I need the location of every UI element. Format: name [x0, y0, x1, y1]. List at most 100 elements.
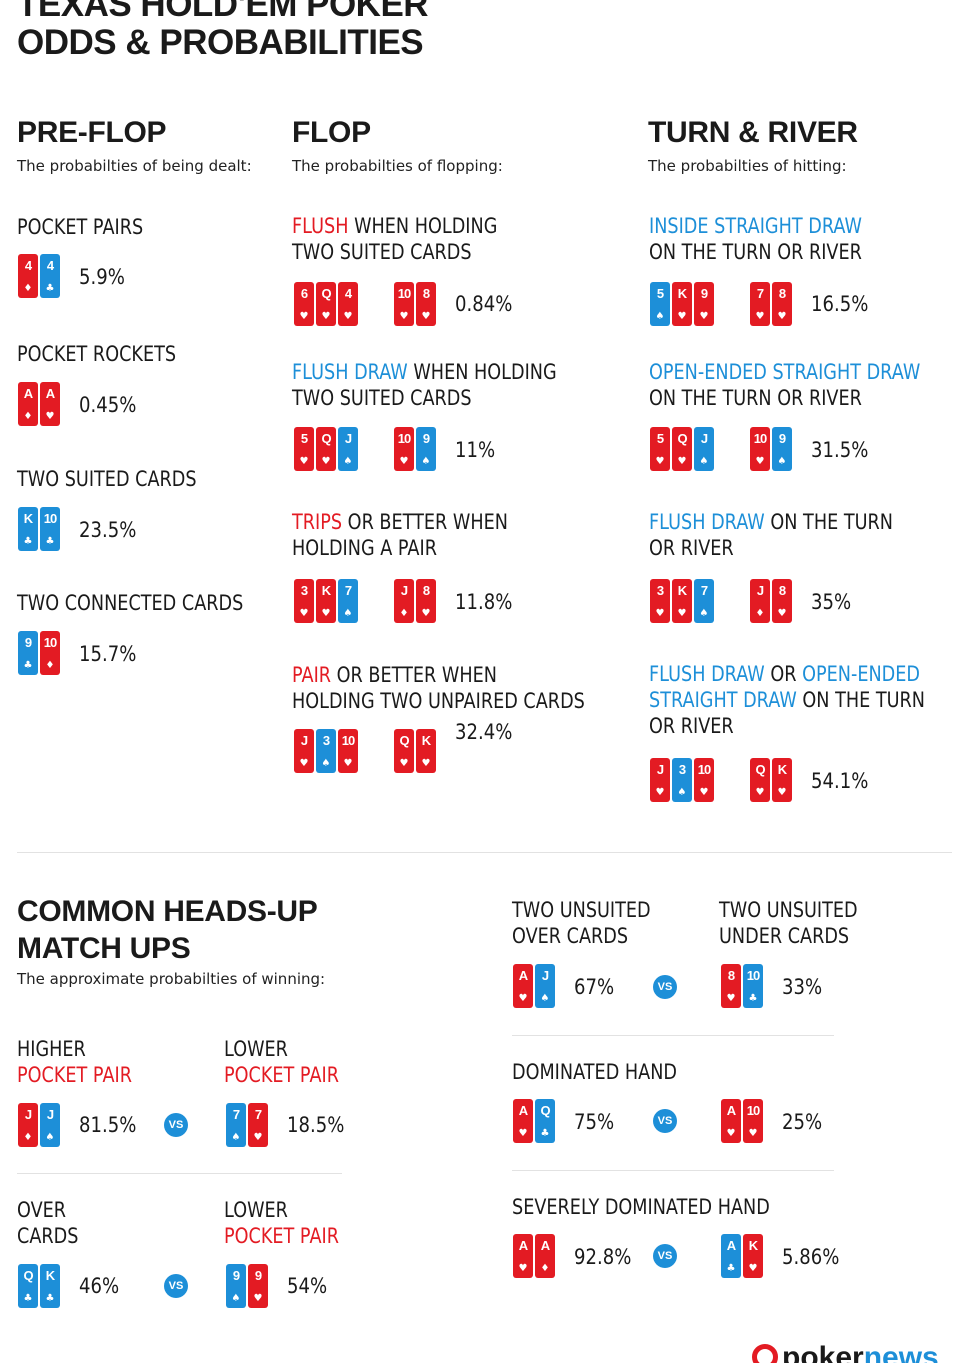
headsup-title-line: COMMON HEADS-UP [17, 895, 318, 928]
card-suit-icon: ♠ [655, 311, 665, 322]
card-rank: A [45, 386, 55, 401]
playing-card: 4 ♣ [40, 254, 60, 298]
card-rank: 10 [746, 1103, 760, 1118]
flop-subtitle: The probabilties of flopping: [292, 157, 503, 175]
card-suit-icon: ♣ [726, 1263, 736, 1274]
flop-title: FLOP [292, 116, 371, 149]
card-suit-icon: ♥ [253, 1132, 263, 1143]
label-text: HIGHER [17, 1037, 86, 1061]
playing-card: K ♥ [416, 729, 436, 773]
label-text: TWO CONNECTED CARDS [17, 591, 244, 615]
label-text: POCKET ROCKETS [17, 342, 177, 366]
card-group: J ♦ J ♠ [18, 1103, 60, 1147]
card-group: 10 ♥ 8 ♥ [394, 282, 436, 326]
probability-value: 75% [574, 1110, 615, 1134]
vs-badge: VS [164, 1274, 188, 1298]
card-rank: J [400, 583, 408, 598]
playing-card: 10 ♣ [743, 964, 763, 1008]
label-line: OR RIVER [649, 535, 893, 561]
label-line: HOLDING TWO UNPAIRED CARDS [292, 688, 585, 714]
card-suit-icon: ♥ [518, 1128, 528, 1139]
preflop-label: TWO CONNECTED CARDS [17, 590, 243, 616]
label-line: OR RIVER [649, 713, 925, 739]
label-text: LOWER [224, 1037, 288, 1061]
playing-card: 8 ♥ [772, 282, 792, 326]
card-group: A ♥ 10 ♥ [721, 1099, 763, 1143]
card-rank: J [756, 583, 764, 598]
playing-card: 7 ♠ [338, 579, 358, 623]
label-text: ON THE TURN OR RIVER [649, 240, 862, 264]
label-text: OR RIVER [649, 714, 734, 738]
playing-card: 9 ♠ [226, 1264, 246, 1308]
card-rank: 4 [46, 258, 54, 273]
playing-card: 7 ♠ [694, 579, 714, 623]
logo-text-poker: poker [782, 1341, 864, 1363]
card-rank: K [45, 1268, 55, 1283]
card-rank: K [23, 511, 33, 526]
card-suit-icon: ♥ [655, 608, 665, 619]
card-rank: A [518, 968, 528, 983]
card-rank: 7 [254, 1107, 262, 1122]
card-rank: J [700, 431, 708, 446]
playing-card: 9 ♠ [772, 427, 792, 471]
card-suit-icon: ♠ [677, 787, 687, 798]
probability-value: 11% [455, 438, 496, 462]
card-rank: A [518, 1238, 528, 1253]
label-line: POCKET PAIR [17, 1062, 132, 1088]
card-rank: J [24, 1107, 32, 1122]
probability-value: 15.7% [79, 642, 137, 666]
label-text: STRAIGHT DRAW [649, 688, 797, 712]
card-suit-icon: ♥ [726, 1128, 736, 1139]
playing-card: 7 ♥ [750, 282, 770, 326]
card-suit-icon: ♠ [540, 993, 550, 1004]
card-suit-icon: ♥ [299, 311, 309, 322]
playing-card: J ♠ [40, 1103, 60, 1147]
label-text: OR [764, 662, 803, 686]
card-suit-icon: ♥ [321, 608, 331, 619]
card-rank: 10 [43, 635, 57, 650]
card-suit-icon: ♥ [421, 608, 431, 619]
section-divider [17, 852, 952, 853]
card-suit-icon: ♥ [343, 758, 353, 769]
card-rank: 10 [746, 968, 760, 983]
card-group: J ♦ 8 ♥ [394, 579, 436, 623]
playing-card: A ♦ [18, 382, 38, 426]
playing-card: 10 ♥ [750, 427, 770, 471]
card-group: J ♦ 8 ♥ [750, 579, 792, 623]
card-suit-icon: ♥ [777, 787, 787, 798]
label-line: FLUSH DRAW OR OPEN-ENDED [649, 661, 925, 687]
label-line: OPEN-ENDED STRAIGHT DRAW [649, 359, 920, 385]
turnriver-title: TURN & RIVER [648, 116, 858, 149]
card-suit-icon: ♣ [45, 1293, 55, 1304]
label-text: FLUSH DRAW [649, 662, 765, 686]
label-text: HOLDING A PAIR [292, 536, 437, 560]
card-group: 7 ♠ 7 ♥ [226, 1103, 268, 1147]
card-suit-icon: ♥ [399, 311, 409, 322]
card-rank: 10 [397, 286, 411, 301]
card-rank: J [46, 1107, 54, 1122]
label-line: HIGHER [17, 1036, 132, 1062]
card-group: 6 ♥ Q ♥ 4 ♥ [294, 282, 358, 326]
pokernews-logo: pokernews [752, 1341, 939, 1363]
card-rank: 5 [656, 431, 664, 446]
playing-card: A ♥ [513, 1099, 533, 1143]
card-suit-icon: ♥ [299, 456, 309, 467]
card-suit-icon: ♥ [299, 608, 309, 619]
page-title: TEXAS HOLD'EM POKER ODDS & PROBABILITIES [17, 0, 429, 62]
playing-card: K ♥ [743, 1234, 763, 1278]
preflop-label: POCKET ROCKETS [17, 341, 176, 367]
card-suit-icon: ♣ [748, 993, 758, 1004]
card-suit-icon: ♣ [23, 536, 33, 547]
card-rank: 3 [678, 762, 686, 777]
card-rank: K [777, 762, 787, 777]
vs-badge: VS [653, 1109, 677, 1133]
playing-card: 9 ♥ [694, 282, 714, 326]
playing-card: Q ♥ [316, 427, 336, 471]
card-suit-icon: ♥ [748, 1128, 758, 1139]
label-text: ON THE TURN [796, 688, 926, 712]
card-suit-icon: ♦ [23, 283, 33, 294]
card-rank: J [541, 968, 549, 983]
card-suit-icon: ♥ [655, 456, 665, 467]
card-rank: 9 [24, 635, 32, 650]
card-suit-icon: ♥ [699, 311, 709, 322]
